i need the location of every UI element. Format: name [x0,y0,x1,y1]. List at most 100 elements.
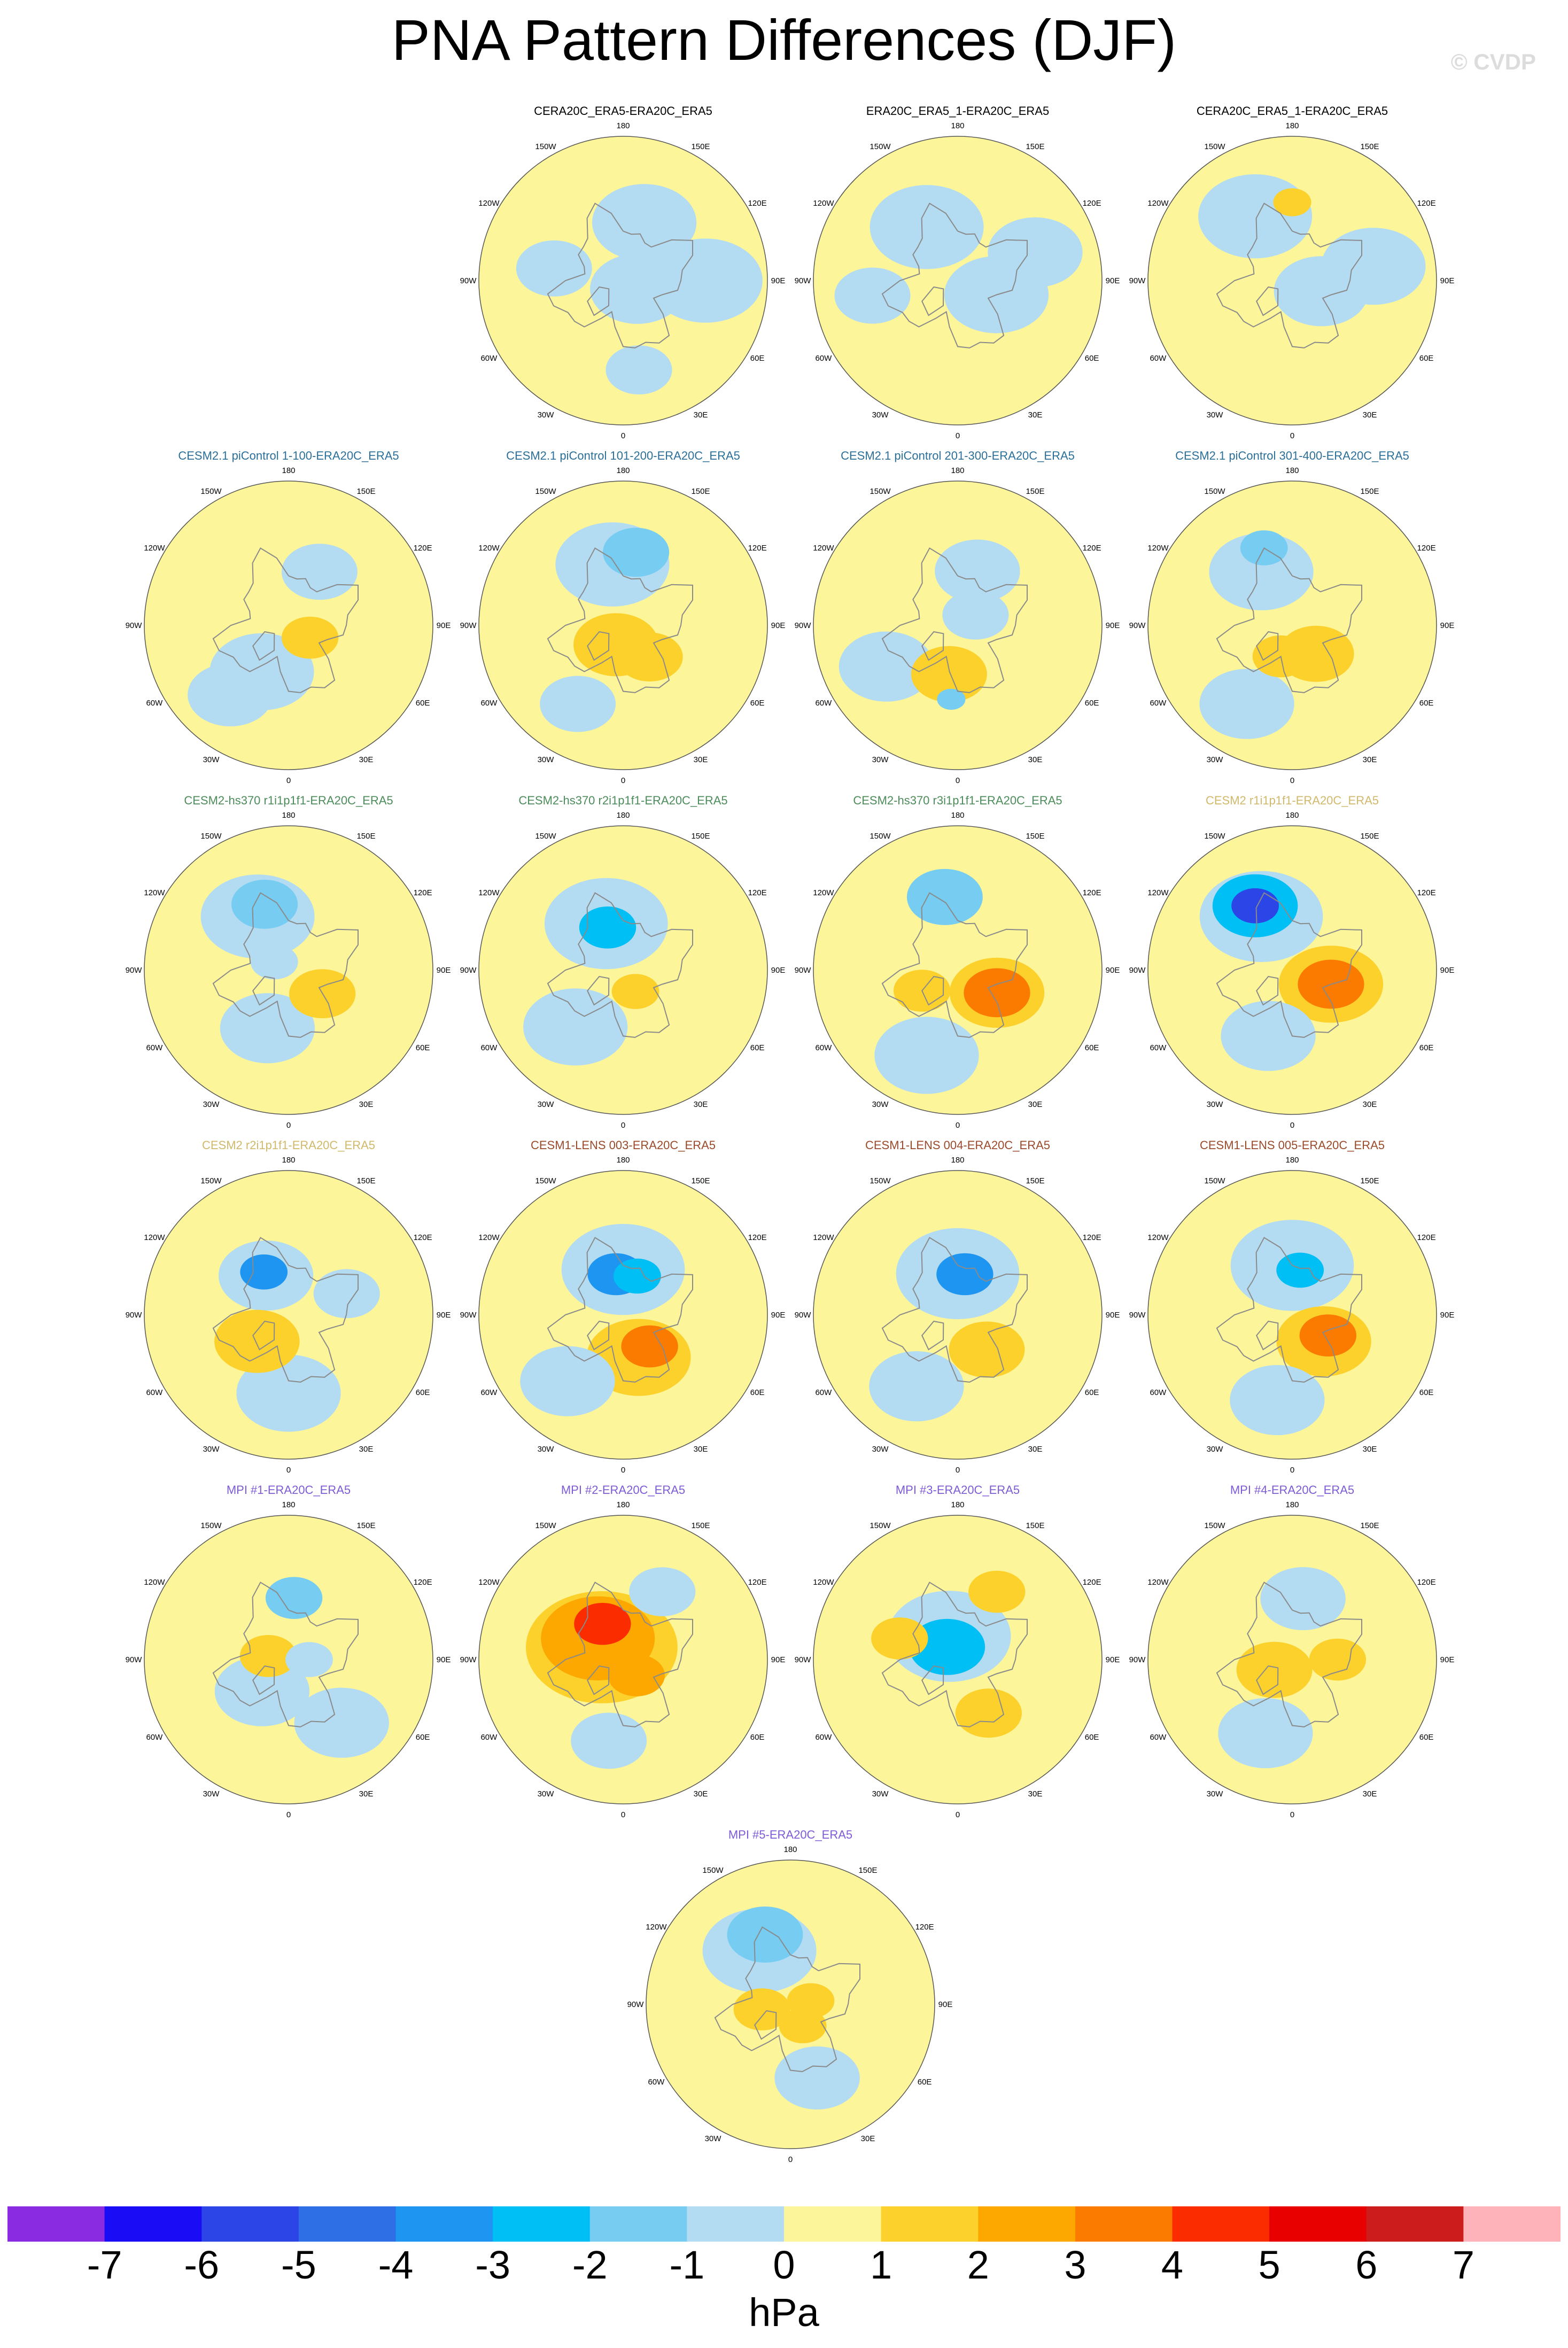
longitude-label: 150E [1026,1176,1044,1185]
longitude-label: 150W [200,487,222,496]
map-panel: MPI #4-ERA20C_ERA5 180 150E 120E 90E 60E 30E 0 3… [1127,1483,1458,1825]
anomaly-region [281,544,358,600]
longitude-label: 60E [1419,699,1434,708]
longitude-label: 60E [416,1388,430,1397]
longitude-label: 30E [694,1789,708,1799]
longitude-label: 0 [621,431,625,440]
anomaly-region [220,993,315,1064]
longitude-label: 90W [460,621,477,630]
longitude-label: 60E [1419,1043,1434,1052]
longitude-label: 90E [771,1655,786,1664]
colorbar-bin [589,2206,687,2242]
longitude-label: 150W [1204,142,1225,151]
longitude-label: 0 [788,2155,793,2164]
colorbar-tick-label: 5 [1258,2243,1280,2287]
longitude-label: 150W [870,142,891,151]
map-border [813,1515,1103,1804]
longitude-label: 90W [460,276,477,285]
anomaly-region [250,944,298,980]
longitude-label: 60E [750,1043,765,1052]
longitude-label: 60W [1150,354,1167,363]
longitude-label: 60W [480,354,498,363]
longitude-label: 150W [535,142,556,151]
coastline [547,1237,693,1383]
longitude-label: 90E [1106,276,1120,285]
colorbar-tick-label: 7 [1452,2243,1474,2287]
longitude-label: 60W [480,1388,498,1397]
longitude-label: 120W [813,888,834,897]
colorbar-tick-labels: -7 -6 -5 -4 -3 -2 -1 0 1 2 3 4 5 6 7 [0,2242,1568,2290]
longitude-label: 60E [750,354,765,363]
greenland-coastline [921,286,944,316]
longitude-label: 90E [1440,276,1455,285]
map-panel: CESM1-LENS 005-ERA20C_ERA5 180 150E 120E 90E… [1127,1138,1458,1481]
longitude-label: 180 [282,1156,295,1165]
anomaly-region [1273,188,1311,216]
longitude-label: 120E [1083,199,1101,208]
longitude-label: 30E [359,1100,374,1109]
anomaly-region [1199,669,1294,739]
longitude-label: 0 [621,1466,625,1475]
map-border [478,481,768,770]
longitude-label: 120E [1417,544,1436,553]
polar-map: 180 150E 120E 90E 60E 30E 0 30W 60W 90W 120W 150W [460,1500,786,1819]
anomaly-region [540,676,616,732]
longitude-label: 90W [1129,276,1146,285]
longitude-label: 180 [1285,1500,1299,1509]
longitude-label: 90E [1440,1311,1455,1320]
longitude-label: 120W [813,1233,834,1242]
longitude-label: 150E [356,832,375,841]
longitude-label: 150E [691,832,710,841]
panel-title: CESM2 r1i1p1f1-ERA20C_ERA5 [1205,794,1379,807]
longitude-label: 60W [146,1388,163,1397]
anomaly-region [874,1017,979,1094]
longitude-label: 30E [694,755,708,764]
longitude-label: 120E [748,544,767,553]
longitude-label: 150W [1204,832,1225,841]
longitude-label: 150E [356,1521,375,1530]
colorbar-tick-label: 1 [870,2243,892,2287]
anomaly-region [787,1983,835,2019]
anomaly-region [936,1253,993,1296]
longitude-label: 60E [1419,354,1434,363]
longitude-label: 120E [748,888,767,897]
anomaly-region [608,1654,665,1696]
greenland-coastline [1256,1320,1279,1351]
longitude-label: 90E [437,1311,451,1320]
longitude-label: 120E [414,544,432,553]
longitude-label: 60E [1419,1388,1434,1397]
panel-title: MPI #2-ERA20C_ERA5 [561,1483,686,1497]
map-panel: MPI #2-ERA20C_ERA5 180 150E 120E 90E 60E 30E 0 3… [457,1483,789,1825]
anomaly-region [1276,1252,1324,1288]
longitude-label: 120E [748,199,767,208]
longitude-label: 150E [1360,1176,1379,1185]
longitude-label: 90E [938,2000,953,2009]
longitude-label: 30W [538,755,555,764]
anomaly-region [988,217,1083,288]
map-border [813,825,1103,1115]
longitude-label: 180 [951,1156,964,1165]
longitude-label: 180 [616,121,630,130]
longitude-label: 90W [126,621,143,630]
longitude-label: 30W [1207,1789,1224,1799]
longitude-label: 120W [1147,1578,1169,1587]
longitude-label: 120W [813,544,834,553]
longitude-label: 60E [1085,354,1099,363]
panel-title: CERA20C_ERA5-ERA20C_ERA5 [534,104,712,118]
coastline [881,892,1028,1038]
longitude-label: 60E [1085,1043,1099,1052]
polar-map: 180 150E 120E 90E 60E 30E 0 30W 60W 90W 120W 150W [126,466,451,785]
longitude-label: 30E [1363,1100,1377,1109]
longitude-label: 90W [460,966,477,975]
map-panel: MPI #1-ERA20C_ERA5 180 150E 120E 90E 60E 30E 0 3… [123,1483,454,1825]
longitude-label: 0 [1290,776,1294,785]
greenland-coastline [252,975,275,1006]
longitude-label: 180 [1285,811,1299,820]
map-panel: CESM2 r2i1p1f1-ERA20C_ERA5 180 150E 120E 90E… [123,1138,454,1481]
panel-title: CESM2 r2i1p1f1-ERA20C_ERA5 [201,1138,376,1152]
anomaly-region [214,1309,300,1373]
longitude-label: 180 [1285,121,1299,130]
colorbar-tick-label: 6 [1355,2243,1378,2287]
longitude-label: 120W [144,1233,165,1242]
coastline [547,1582,693,1727]
